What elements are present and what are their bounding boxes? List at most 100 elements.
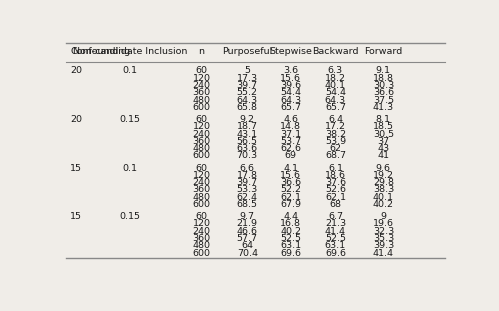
Text: 120: 120 [193, 74, 211, 83]
Text: 0.15: 0.15 [120, 115, 141, 124]
Text: 41.4: 41.4 [373, 249, 394, 258]
Text: 360: 360 [193, 234, 211, 243]
Text: 46.6: 46.6 [237, 227, 257, 236]
Text: 41: 41 [377, 151, 389, 160]
Text: 600: 600 [193, 103, 211, 112]
Text: 52.2: 52.2 [280, 185, 301, 194]
Text: Backward: Backward [312, 47, 359, 56]
Text: 32.3: 32.3 [373, 227, 394, 236]
Text: 65.7: 65.7 [280, 103, 301, 112]
Text: 52.6: 52.6 [325, 185, 346, 194]
Text: 38.2: 38.2 [325, 130, 346, 139]
Text: 120: 120 [193, 171, 211, 180]
Text: 40.1: 40.1 [325, 81, 346, 90]
Text: 54.4: 54.4 [325, 88, 346, 97]
Text: 40.2: 40.2 [280, 227, 301, 236]
Text: 8.1: 8.1 [376, 115, 391, 124]
Text: 64.3: 64.3 [325, 95, 346, 104]
Text: 240: 240 [193, 227, 211, 236]
Text: 36.6: 36.6 [373, 88, 394, 97]
Text: 62.1: 62.1 [280, 193, 301, 202]
Text: 9.6: 9.6 [376, 164, 391, 173]
Text: 62: 62 [329, 144, 341, 153]
Text: 17.3: 17.3 [237, 74, 258, 83]
Text: 120: 120 [193, 220, 211, 229]
Text: 480: 480 [193, 95, 211, 104]
Text: 40.1: 40.1 [373, 193, 394, 202]
Text: 21.9: 21.9 [237, 220, 257, 229]
Text: 70.4: 70.4 [237, 249, 257, 258]
Text: 53.3: 53.3 [237, 185, 258, 194]
Text: 36.6: 36.6 [280, 178, 301, 187]
Text: 69: 69 [284, 151, 296, 160]
Text: 19.6: 19.6 [373, 220, 394, 229]
Text: 69.6: 69.6 [325, 249, 346, 258]
Text: 600: 600 [193, 151, 211, 160]
Text: 37.5: 37.5 [373, 95, 394, 104]
Text: 57.7: 57.7 [237, 234, 257, 243]
Text: 37.1: 37.1 [280, 130, 301, 139]
Text: Purposeful: Purposeful [222, 47, 272, 56]
Text: 240: 240 [193, 178, 211, 187]
Text: 64.3: 64.3 [237, 95, 258, 104]
Text: 0.1: 0.1 [123, 66, 138, 75]
Text: 54.4: 54.4 [280, 88, 301, 97]
Text: 15: 15 [70, 212, 82, 221]
Text: 360: 360 [193, 185, 211, 194]
Text: 18.5: 18.5 [373, 122, 394, 131]
Text: 480: 480 [193, 241, 211, 250]
Text: 64.3: 64.3 [280, 95, 301, 104]
Text: 120: 120 [193, 122, 211, 131]
Text: 65.7: 65.7 [325, 103, 346, 112]
Text: 4.4: 4.4 [283, 212, 298, 221]
Text: 480: 480 [193, 144, 211, 153]
Text: 60: 60 [196, 164, 208, 173]
Text: 29.8: 29.8 [373, 178, 394, 187]
Text: 70.3: 70.3 [237, 151, 258, 160]
Text: 60: 60 [196, 115, 208, 124]
Text: 37.6: 37.6 [325, 178, 346, 187]
Text: 20: 20 [70, 66, 82, 75]
Text: 38.3: 38.3 [373, 185, 394, 194]
Text: 60: 60 [196, 66, 208, 75]
Text: 43: 43 [377, 144, 389, 153]
Text: 9: 9 [380, 212, 386, 221]
Text: 9.2: 9.2 [240, 115, 254, 124]
Text: Stepwise: Stepwise [269, 47, 312, 56]
Text: 0.15: 0.15 [120, 212, 141, 221]
Text: 64: 64 [241, 241, 253, 250]
Text: 39.7: 39.7 [237, 81, 258, 90]
Text: 56.5: 56.5 [237, 137, 257, 146]
Text: 68.7: 68.7 [325, 151, 346, 160]
Text: Non-candidate Inclusion: Non-candidate Inclusion [73, 47, 187, 56]
Text: 20: 20 [70, 115, 82, 124]
Text: 14.8: 14.8 [280, 122, 301, 131]
Text: 15.6: 15.6 [280, 74, 301, 83]
Text: 480: 480 [193, 193, 211, 202]
Text: 60: 60 [196, 212, 208, 221]
Text: 17.2: 17.2 [325, 122, 346, 131]
Text: 68: 68 [329, 200, 341, 209]
Text: 68.5: 68.5 [237, 200, 257, 209]
Text: 3.6: 3.6 [283, 66, 298, 75]
Text: 18.7: 18.7 [237, 122, 257, 131]
Text: 600: 600 [193, 200, 211, 209]
Text: 6.6: 6.6 [240, 164, 254, 173]
Text: n: n [199, 47, 205, 56]
Text: 63.1: 63.1 [325, 241, 346, 250]
Text: 55.2: 55.2 [237, 88, 257, 97]
Text: 30.3: 30.3 [373, 81, 394, 90]
Text: 39.7: 39.7 [237, 178, 258, 187]
Text: 6.3: 6.3 [328, 66, 343, 75]
Text: 19.2: 19.2 [373, 171, 394, 180]
Text: 5: 5 [244, 66, 250, 75]
Text: Confounding: Confounding [70, 47, 130, 56]
Text: 6.1: 6.1 [328, 164, 343, 173]
Text: 39.3: 39.3 [373, 241, 394, 250]
Text: 43.1: 43.1 [237, 130, 258, 139]
Text: 62.1: 62.1 [325, 193, 346, 202]
Text: 63.6: 63.6 [237, 144, 258, 153]
Text: 4.6: 4.6 [283, 115, 298, 124]
Text: Forward: Forward [364, 47, 403, 56]
Text: 37: 37 [377, 137, 389, 146]
